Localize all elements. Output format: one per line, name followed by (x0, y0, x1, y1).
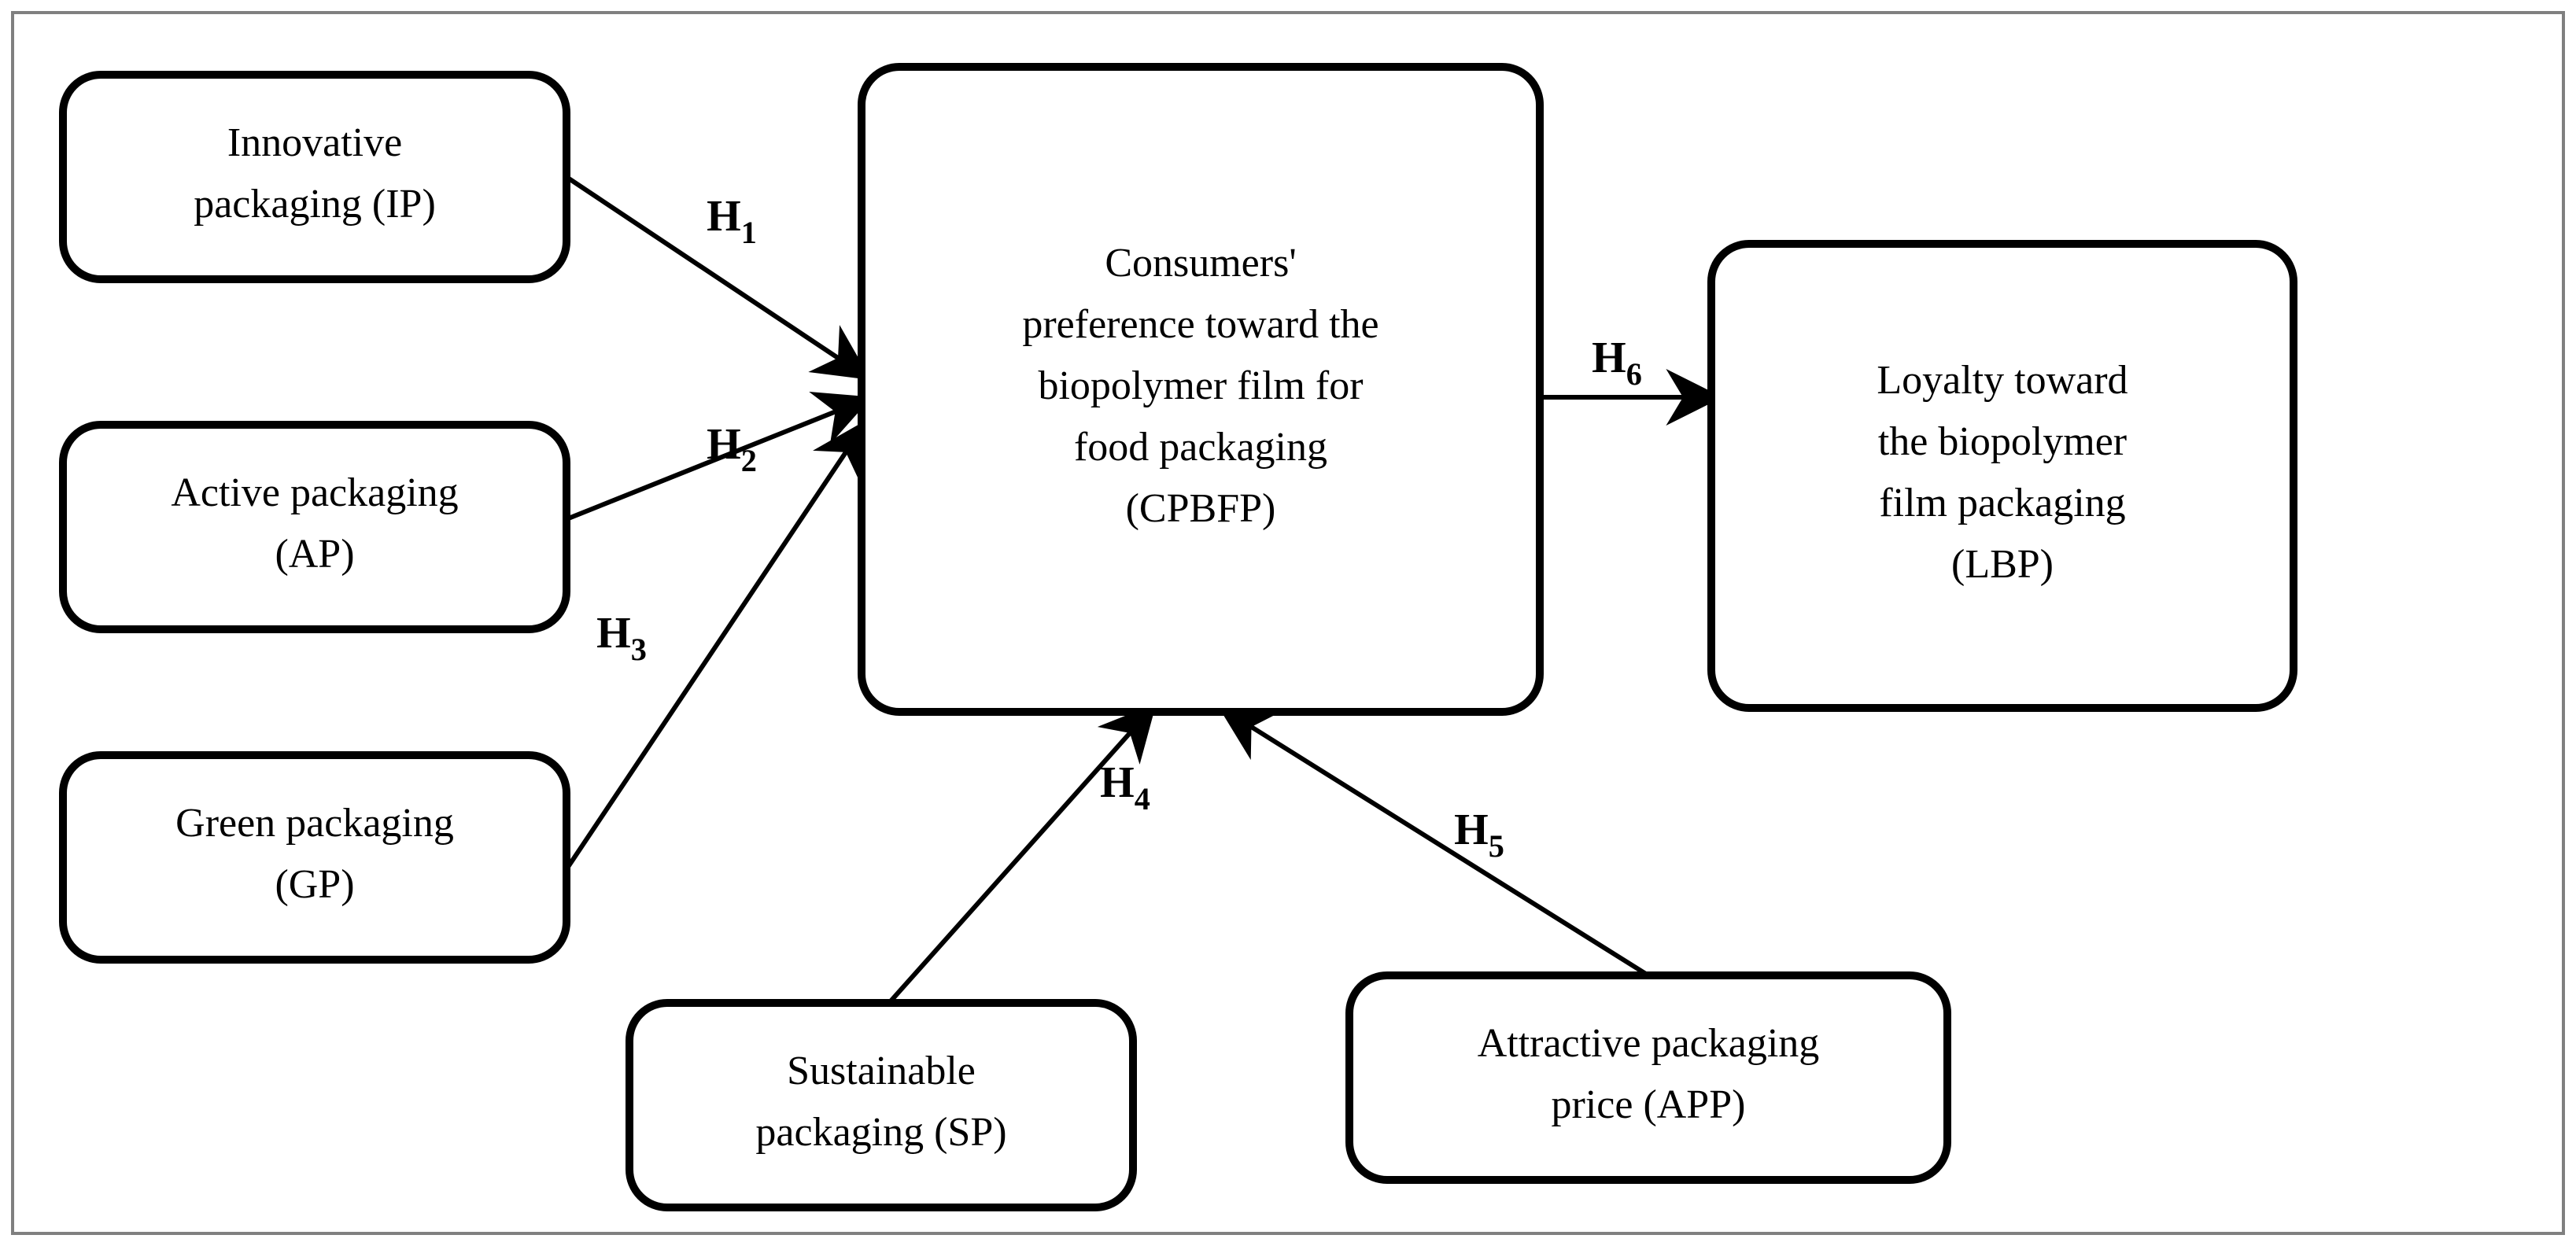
node-text-ip-line1: packaging (IP) (194, 182, 436, 227)
node-text-app-line0: Attractive packaging (1478, 1021, 1820, 1066)
node-text-gp-line0: Green packaging (175, 801, 454, 846)
node-text-gp-line1: (GP) (275, 862, 354, 907)
node-box-lbp (1711, 244, 2294, 708)
node-ip: Innovative packaging (IP) (63, 75, 566, 279)
node-text-ip-line0: Innovative (227, 120, 402, 165)
node-gp: Green packaging (GP) (63, 755, 566, 960)
node-text-sp-line0: Sustainable (787, 1049, 976, 1093)
node-text-app-line1: price (APP) (1552, 1082, 1746, 1127)
node-text-ap-line0: Active packaging (171, 470, 458, 515)
node-text-lbp-line2: film packaging (1879, 481, 2125, 525)
edge-label-sub-h4: 4 (1135, 781, 1150, 817)
edge-label-sub-h5: 5 (1489, 828, 1504, 864)
node-text-cpbfp-line1: preference toward the (1022, 302, 1378, 347)
node-text-cpbfp-line2: biopolymer film for (1038, 363, 1363, 408)
edge-label-sub-h3: 3 (631, 632, 647, 667)
node-text-sp-line1: packaging (SP) (755, 1110, 1006, 1155)
node-text-lbp-line1: the biopolymer (1878, 419, 2127, 464)
node-text-cpbfp-line3: food packaging (1074, 425, 1327, 470)
node-text-lbp-line0: Loyalty toward (1877, 358, 2128, 403)
edge-label-sub-h1: 1 (741, 215, 757, 250)
node-ap: Active packaging (AP) (63, 425, 566, 629)
node-app: Attractive packaging price (APP) (1349, 975, 1947, 1180)
node-text-cpbfp-line0: Consumers' (1105, 241, 1296, 286)
node-cpbfp: Consumers' preference toward the biopolyme… (862, 67, 1540, 712)
node-box-ip (63, 75, 566, 279)
node-text-lbp-line3: (LBP) (1951, 542, 2054, 587)
node-box-ap (63, 425, 566, 629)
node-box-gp (63, 755, 566, 960)
node-box-sp (629, 1003, 1133, 1207)
node-text-cpbfp-line4: (CPBFP) (1126, 486, 1276, 531)
edge-label-sub-h2: 2 (741, 443, 757, 478)
edge-label-sub-h6: 6 (1626, 356, 1642, 392)
node-box-app (1349, 975, 1947, 1180)
node-lbp: Loyalty toward the biopolymer film packagi… (1711, 244, 2294, 708)
node-sp: Sustainable packaging (SP) (629, 1003, 1133, 1207)
node-text-ap-line1: (AP) (275, 532, 354, 577)
